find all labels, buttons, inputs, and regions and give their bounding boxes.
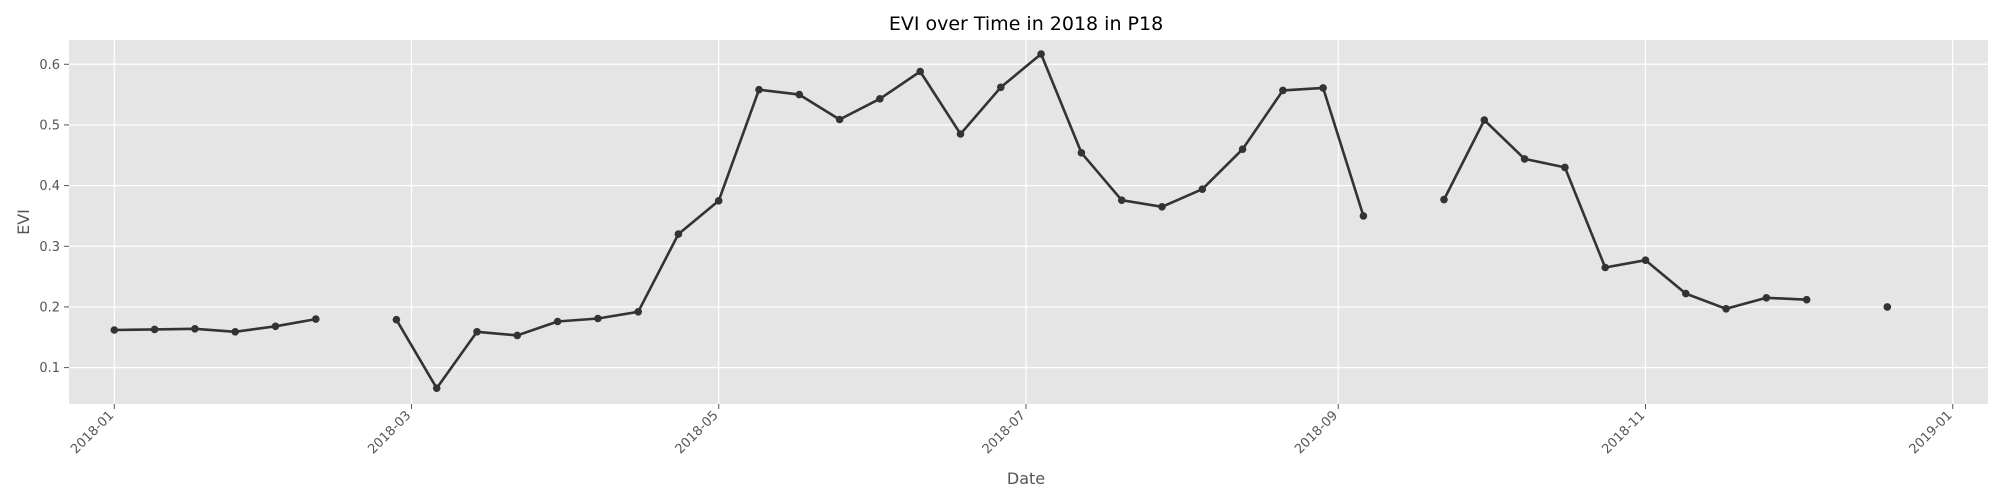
data-point <box>1319 84 1327 92</box>
data-point <box>835 115 844 124</box>
data-point <box>997 83 1005 92</box>
x-tick-label: 2018-03 <box>365 408 414 457</box>
data-point <box>1279 86 1287 95</box>
data-point <box>674 230 683 238</box>
x-tick-label: 2018-11 <box>1599 408 1648 457</box>
series-line <box>1442 118 1808 311</box>
data-point <box>1762 294 1771 302</box>
x-tick-label: 2019-01 <box>1907 408 1956 457</box>
data-point <box>150 325 159 334</box>
data-point <box>513 331 522 340</box>
data-point <box>1117 196 1126 204</box>
x-tick-label: 2018-09 <box>1292 408 1341 457</box>
y-tick-label: 0.4 <box>39 179 60 194</box>
data-point <box>714 197 723 205</box>
y-tick-label: 0.3 <box>39 240 60 255</box>
data-point <box>473 328 481 336</box>
y-tick-label: 0.1 <box>39 361 60 376</box>
data-point <box>553 317 562 326</box>
data-point <box>1682 289 1690 298</box>
plot-area <box>69 40 1988 404</box>
data-point <box>110 326 119 334</box>
x-tick-label: 2018-07 <box>980 408 1029 457</box>
data-point <box>1238 145 1247 153</box>
data-point <box>1641 256 1650 265</box>
data-point <box>231 328 239 336</box>
chart-title: EVI over Time in 2018 in P18 <box>889 13 1163 35</box>
data-point <box>1480 116 1489 124</box>
data-point <box>1198 185 1207 193</box>
series-line <box>113 317 318 334</box>
data-point <box>1440 195 1448 204</box>
data-point <box>1722 305 1730 313</box>
data-point <box>1158 203 1166 211</box>
data-point <box>1520 155 1529 163</box>
data-point <box>1077 149 1086 157</box>
data-point <box>191 325 199 333</box>
data-point <box>1802 295 1811 304</box>
data-point <box>392 315 401 324</box>
data-point <box>876 95 884 103</box>
data-point <box>956 130 965 138</box>
data-point <box>755 85 763 94</box>
x-tick-label: 2018-05 <box>673 408 722 457</box>
data-point <box>594 314 602 323</box>
data-point <box>1883 303 1892 311</box>
data-point <box>1601 263 1609 272</box>
y-tick-label: 0.5 <box>39 118 60 133</box>
y-tick-label: 0.6 <box>39 58 60 73</box>
data-point <box>634 308 642 316</box>
data-point <box>795 90 804 99</box>
data-point <box>1561 163 1569 172</box>
x-axis-label: Date <box>1007 469 1045 488</box>
y-axis-label: EVI <box>14 209 33 235</box>
data-point <box>312 315 320 323</box>
data-point <box>1037 50 1045 58</box>
data-point <box>916 67 924 76</box>
x-tick-label: 2018-01 <box>68 408 117 457</box>
series-layer <box>110 50 1892 393</box>
data-point <box>1359 212 1368 220</box>
y-tick-label: 0.2 <box>39 300 60 315</box>
data-point <box>432 384 441 393</box>
data-point <box>271 322 280 331</box>
